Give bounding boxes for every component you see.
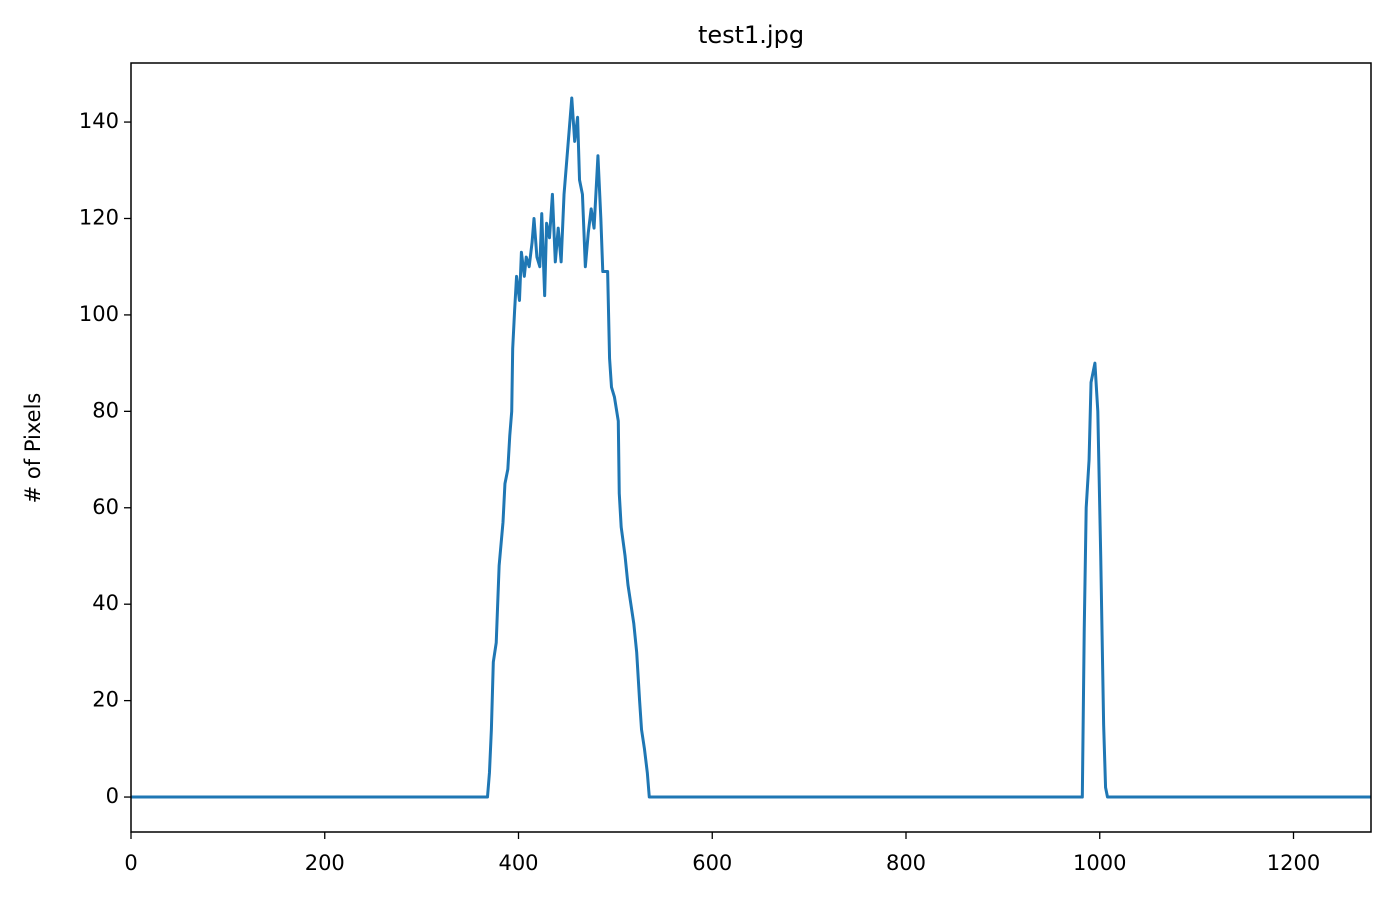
x-tick-label: 0: [124, 851, 137, 875]
y-tick-label: 80: [92, 398, 119, 422]
x-tick-label: 600: [692, 851, 732, 875]
plot-frame: [130, 62, 1372, 833]
x-tick-label: 800: [886, 851, 926, 875]
y-tick-label: 20: [92, 688, 119, 712]
y-axis-label: # of Pixels: [21, 393, 45, 504]
y-tick-label: 0: [106, 784, 119, 808]
x-tick-label: 400: [498, 851, 538, 875]
x-tick-label: 200: [305, 851, 345, 875]
y-tick-label: 140: [79, 109, 119, 133]
y-tick-label: 60: [92, 495, 119, 519]
y-tick-label: 120: [79, 205, 119, 229]
y-tick-label: 100: [79, 302, 119, 326]
x-tick-label: 1200: [1267, 851, 1320, 875]
chart-title: test1.jpg: [698, 21, 804, 49]
data-line: [131, 96, 1371, 799]
y-tick-label: 40: [92, 591, 119, 615]
x-tick-label: 1000: [1073, 851, 1126, 875]
